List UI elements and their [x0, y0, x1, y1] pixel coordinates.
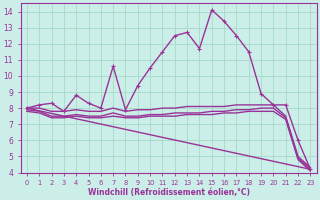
X-axis label: Windchill (Refroidissement éolien,°C): Windchill (Refroidissement éolien,°C): [88, 188, 250, 197]
